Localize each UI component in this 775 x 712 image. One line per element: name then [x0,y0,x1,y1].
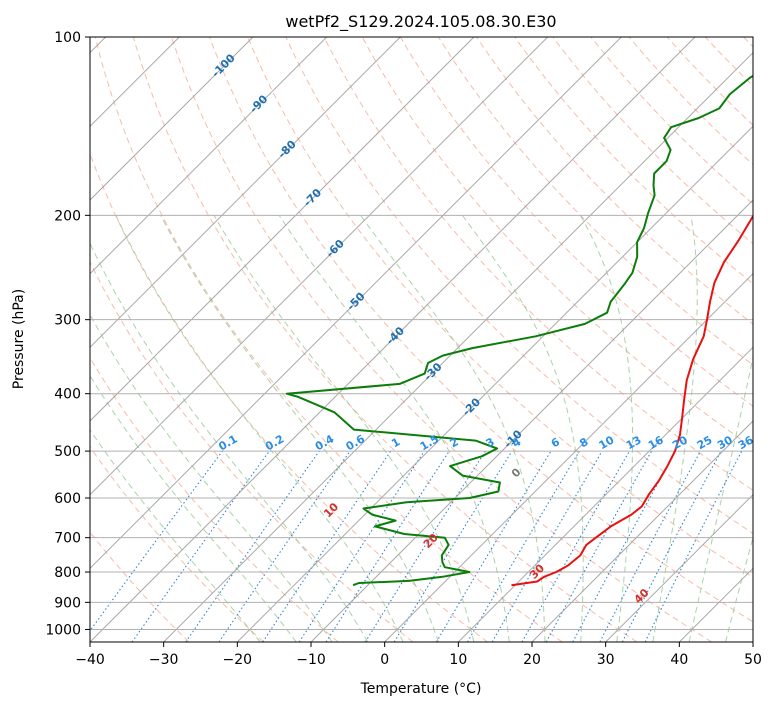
y-tick-label: 900 [54,595,81,611]
x-tick-label: −20 [223,652,253,668]
y-tick-label: 500 [54,444,81,460]
x-tick-label: 30 [597,652,615,668]
x-tick-label: −40 [75,652,105,668]
y-tick-label: 1000 [45,622,81,638]
chart-title: wetPf2_S129.2024.105.08.30.E30 [285,12,556,32]
x-tick-label: 50 [744,652,762,668]
x-tick-label: 20 [523,652,541,668]
y-tick-label: 400 [54,387,81,403]
y-tick-label: 100 [54,30,81,46]
plot-background [90,37,753,642]
y-axis-title: Pressure (hPa) [11,289,27,389]
y-tick-label: 300 [54,313,81,329]
x-tick-label: 40 [670,652,688,668]
y-tick-label: 700 [54,531,81,547]
x-axis-title: Temperature (°C) [360,681,482,697]
y-tick-label: 800 [54,565,81,581]
x-tick-label: 10 [449,652,467,668]
isotherm-line [753,37,775,642]
y-tick-label: 200 [54,208,81,224]
x-tick-label: 0 [380,652,389,668]
x-tick-label: −30 [149,652,179,668]
x-tick-label: −10 [296,652,326,668]
y-tick-label: 600 [54,491,81,507]
